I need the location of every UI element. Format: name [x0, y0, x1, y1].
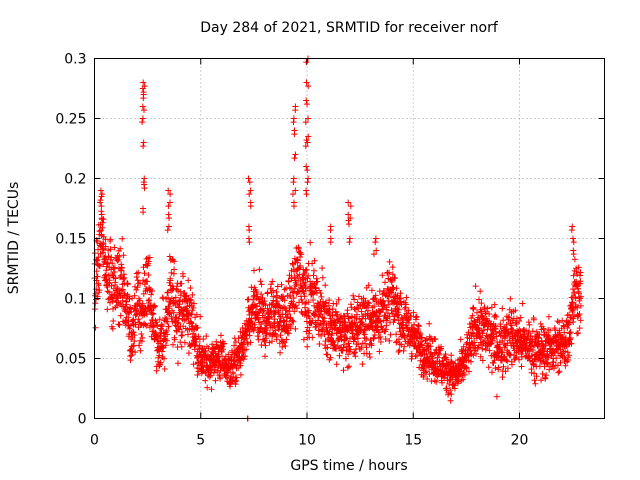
- x-tick-label: 15: [404, 433, 422, 449]
- y-tick-label: 0.1: [64, 292, 86, 308]
- x-tick-label: 5: [196, 433, 205, 449]
- y-tick-label: 0.2: [64, 172, 86, 188]
- x-tick-label: 0: [90, 433, 99, 449]
- x-tick-label: 10: [298, 433, 316, 449]
- tick-labels: 0 5 10 15 20 0 0.05 0.1 0.15 0.2 0.25 0.3: [55, 52, 528, 449]
- x-tick-label: 20: [511, 433, 529, 449]
- axis-ticks: [94, 58, 605, 419]
- srmtid-points: [91, 55, 584, 422]
- y-tick-label: 0: [78, 412, 87, 428]
- y-axis-label: SRMTID / TECUs: [6, 182, 22, 295]
- y-tick-label: 0.15: [55, 232, 86, 248]
- chart-title: Day 284 of 2021, SRMTID for receiver nor…: [200, 20, 499, 36]
- y-tick-label: 0.05: [55, 352, 86, 368]
- y-tick-label: 0.3: [64, 52, 86, 68]
- y-tick-label: 0.25: [55, 112, 86, 128]
- data-points: [91, 55, 584, 422]
- x-axis-label: GPS time / hours: [290, 458, 407, 474]
